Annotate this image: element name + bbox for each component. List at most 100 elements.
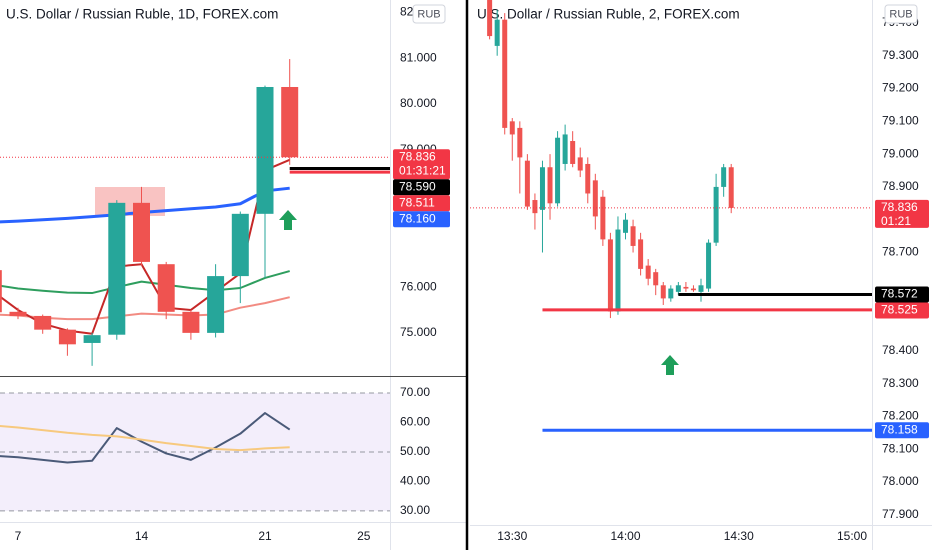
candle-body xyxy=(585,163,591,194)
y-tick-label: 79.000 xyxy=(882,146,919,160)
candle-body xyxy=(539,167,545,210)
candle-body xyxy=(630,226,636,246)
candle-body xyxy=(83,335,101,343)
y-tick-label: 78.300 xyxy=(882,376,919,390)
candle-body xyxy=(645,265,651,279)
price-badge xyxy=(875,286,929,303)
price-badge xyxy=(393,195,450,212)
candle-body xyxy=(668,288,674,299)
price-badge-label: 78.836 xyxy=(399,149,436,163)
candle-body xyxy=(281,86,299,158)
x-tick-label: 14 xyxy=(135,529,149,543)
up-arrow xyxy=(279,210,297,230)
price-badge-label: 01:21 xyxy=(881,214,911,228)
candle-body xyxy=(231,213,249,277)
candle-body xyxy=(524,160,530,207)
chart-title: U.S. Dollar / Russian Ruble, 1D, FOREX.c… xyxy=(6,7,278,22)
y-tick-label: 79.300 xyxy=(882,48,919,62)
x-tick-label: 13:30 xyxy=(497,529,527,543)
candle-body xyxy=(713,186,719,243)
candle-body xyxy=(58,329,76,345)
candle-body xyxy=(675,285,681,292)
y-tick-label: 78.400 xyxy=(882,343,919,357)
y-tick-label: 79.200 xyxy=(882,81,919,95)
y-tick-label: 78.000 xyxy=(882,474,919,488)
candle-body xyxy=(207,276,225,333)
candle-body xyxy=(698,285,704,292)
candle-body xyxy=(0,270,2,313)
price-badge xyxy=(875,199,929,228)
candle-body xyxy=(653,272,659,286)
currency-badge xyxy=(412,4,446,24)
up-arrow xyxy=(661,355,679,375)
y-tick-label: 70.00 xyxy=(400,385,430,399)
currency-label: RUB xyxy=(417,8,440,20)
candle-body xyxy=(494,19,500,46)
candle-body xyxy=(133,202,150,262)
candle-body xyxy=(638,239,644,269)
currency-badge xyxy=(884,4,918,24)
y-tick-label: 78.700 xyxy=(882,245,919,259)
price-badge xyxy=(875,302,929,319)
candle-body xyxy=(555,137,561,204)
x-tick-label: 25 xyxy=(357,529,371,543)
indicator-line xyxy=(0,424,290,452)
candle-body xyxy=(615,229,621,312)
price-badge-label: 78.836 xyxy=(881,200,918,214)
overlay: 78.83601:31:2178.59078.51178.160RUB78.83… xyxy=(393,4,929,439)
indicator-line xyxy=(0,412,291,464)
candle-body xyxy=(728,167,734,208)
candle-body xyxy=(690,288,696,291)
price-badge-label: 78.511 xyxy=(399,195,435,209)
candle-body xyxy=(517,127,523,158)
candle-body xyxy=(683,286,689,289)
price-badge-label: 01:31:21 xyxy=(399,163,446,177)
candle-body xyxy=(532,200,538,214)
x-tick-label: 15:00 xyxy=(837,529,867,543)
candle-body xyxy=(157,264,175,312)
candle-body xyxy=(592,180,598,217)
candle-body xyxy=(547,167,553,204)
price-badge-label: 78.572 xyxy=(881,287,918,301)
x-tick-label: 14:30 xyxy=(724,529,754,543)
y-tick-label: 81.000 xyxy=(400,50,437,64)
y-tick-label: 79.100 xyxy=(882,114,919,128)
candle-body xyxy=(9,311,27,316)
y-tick-label: 78.200 xyxy=(882,409,919,423)
candle-body xyxy=(182,311,200,333)
candle-body xyxy=(509,121,515,135)
candle-body xyxy=(562,134,568,164)
candle-body xyxy=(487,0,493,37)
price-badge xyxy=(875,422,929,439)
candle-body xyxy=(570,141,576,164)
price-badge xyxy=(393,179,450,196)
candle-body xyxy=(623,219,629,233)
candle-body xyxy=(577,157,583,171)
candle-body xyxy=(721,167,727,187)
price-badge xyxy=(393,211,450,228)
candle-body xyxy=(660,285,666,299)
y-tick-label: 50.00 xyxy=(400,444,430,458)
price-badge-label: 78.158 xyxy=(881,422,918,436)
price-pane xyxy=(0,59,390,366)
y-tick-label: 78.100 xyxy=(882,441,919,455)
y-tick-label: 80.000 xyxy=(400,96,437,110)
price-badge xyxy=(393,149,450,180)
y-tick-label: 30.00 xyxy=(400,503,430,517)
y-tick-label: 60.00 xyxy=(400,415,430,429)
y-tick-label: 76.000 xyxy=(400,279,437,293)
price-pane xyxy=(470,0,872,432)
candle-body xyxy=(706,242,712,289)
axes: 75.00076.00079.00080.00081.00082.00070.0… xyxy=(15,5,919,544)
x-tick-label: 7 xyxy=(15,529,22,543)
price-badge-label: 78.160 xyxy=(399,211,436,225)
candle-body xyxy=(600,196,606,240)
candle-body xyxy=(502,19,508,128)
x-tick-label: 14:00 xyxy=(610,529,640,543)
y-tick-label: 78.900 xyxy=(882,179,919,193)
price-badge-label: 78.590 xyxy=(399,179,436,193)
candle-body xyxy=(34,315,52,330)
currency-label: RUB xyxy=(889,8,912,20)
chart-title: U.S. Dollar / Russian Ruble, 2, FOREX.co… xyxy=(477,7,740,22)
